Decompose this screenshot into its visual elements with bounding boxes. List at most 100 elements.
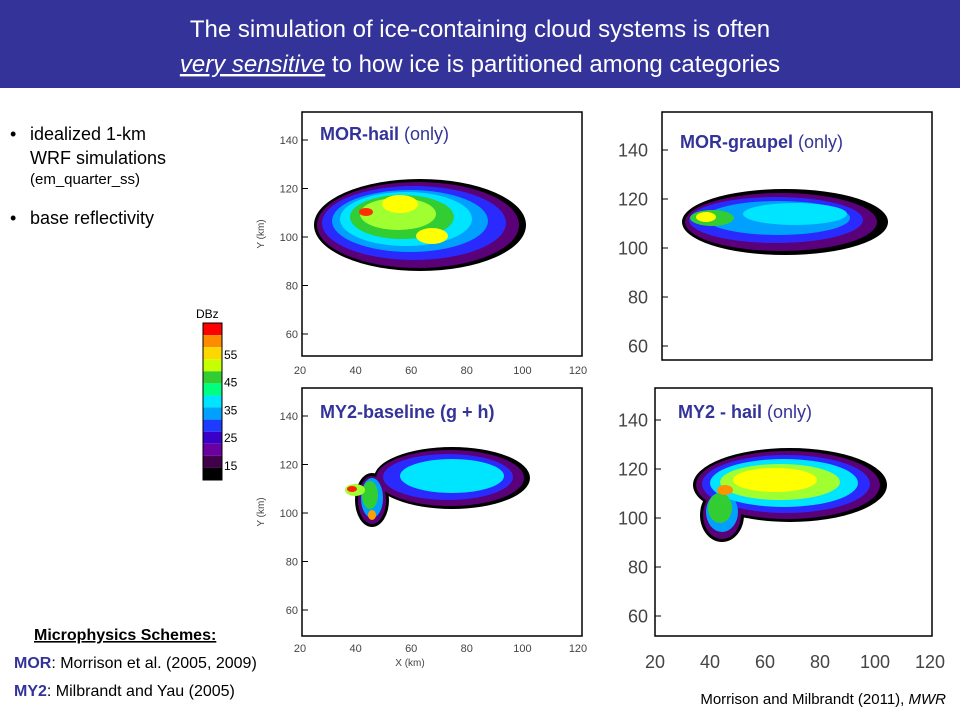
panel-title: MY2 - hail (only) [678,402,812,422]
citation: Morrison and Milbrandt (2011), MWR [700,691,946,708]
x-tick-label: 120 [915,652,945,672]
colorbar-swatch [203,467,222,480]
x-tick-label: 20 [645,652,665,672]
y-tick-label: 100 [280,232,298,244]
title-line: very sensitive to how ice is partitioned… [180,51,780,78]
y-tick-label: 80 [628,557,648,577]
scheme-text: : Milbrandt and Yau (2005) [47,683,235,700]
citation-journal: MWR [909,691,947,708]
plot-panel: MOR-graupel (only) 140 120 100 80 60 [618,111,933,361]
colorbar-swatch [203,431,222,444]
colorbar-label: 25 [224,431,238,445]
scheme-abbr: MY2 [14,683,47,700]
plot-panel: MY2 - hail (only) 140 120 100 80 60 20 40 60 80 10… [618,387,945,672]
title-emphasis: very sensitive [180,51,325,78]
colorbar-swatch [203,395,222,408]
bullet-sub: (em_quarter_ss) [30,171,140,188]
y-tick-label: 140 [280,411,298,423]
x-tick-label: 20 [294,643,306,655]
colorbar-label: 45 [224,376,238,390]
x-tick-label: 40 [349,643,361,655]
y-tick-label: 80 [286,280,298,292]
plot-panel: MY2-baseline (g + h) 140 120 100 80 60 20 40 60 8… [256,387,587,669]
colorbar-swatch [203,347,222,360]
scheme-abbr: MOR [14,655,52,672]
bullet-dot: • [10,208,16,228]
x-tick-label: 120 [569,365,587,377]
x-tick-label: 40 [700,652,720,672]
x-tick-label: 80 [461,365,473,377]
reflectivity-contour [359,208,373,216]
plot-frame [301,387,583,637]
y-tick-label: 100 [618,238,648,258]
colorbar-frame [202,322,223,481]
x-axis-label: X (km) [395,658,424,669]
x-tick-label: 80 [810,652,830,672]
y-tick-label: 60 [286,329,298,341]
y-tick-label: 100 [618,508,648,528]
y-tick-label: 60 [286,605,298,617]
colorbar-label: 15 [224,459,238,473]
x-tick-label: 120 [569,643,587,655]
colorbar-swatch [203,371,222,384]
x-tick-label: 60 [405,643,417,655]
panel-title-bold: MOR-hail [320,124,399,144]
reflectivity-contour [400,459,504,493]
x-tick-label: 20 [294,365,306,377]
colorbar-label: 55 [224,348,238,362]
scheme-text: : Morrison et al. (2005, 2009) [51,655,256,672]
schemes-heading: Microphysics Schemes: [34,627,216,644]
header-bar [0,0,960,88]
panel-title: MOR-hail (only) [320,124,449,144]
panel-title: MY2-baseline (g + h) [320,402,495,422]
reflectivity-contour [696,212,716,222]
reflectivity-contour [743,203,847,225]
colorbar-swatch [203,407,222,420]
reflectivity-contour [368,510,376,520]
title-line: The simulation of ice-containing cloud s… [190,16,770,43]
bullet-text: base reflectivity [30,208,154,228]
x-tick-label: 100 [513,643,531,655]
x-tick-label: 40 [349,365,361,377]
panel-title-rest: (only) [793,132,843,152]
y-tick-label: 60 [628,336,648,356]
citation-text: Morrison and Milbrandt (2011), [700,691,908,708]
x-tick-label: 60 [755,652,775,672]
x-tick-label: 60 [405,365,417,377]
y-tick-label: 140 [618,410,648,430]
reflectivity-contour [733,468,817,492]
bullet-text: WRF simulations [30,148,166,168]
y-tick-label: 60 [628,606,648,626]
y-tick-label: 140 [618,140,648,160]
colorbar-swatch [203,323,222,336]
colorbar-swatch [203,359,222,372]
x-tick-label: 100 [860,652,890,672]
colorbar-swatch [203,383,222,396]
y-tick-label: 120 [280,183,298,195]
reflectivity-contour [347,486,357,492]
panel-title-rest: (only) [399,124,449,144]
panel-title-bold: MOR-graupel [680,132,793,152]
panel-title-bold: MY2 - hail [678,402,762,422]
y-tick-label: 120 [618,189,648,209]
reflectivity-contour [362,481,378,509]
y-axis-label: Y (km) [256,219,267,248]
y-tick-label: 100 [280,508,298,520]
y-tick-label: 80 [628,287,648,307]
reflectivity-contour [382,195,418,213]
panel-title-rest: (only) [762,402,812,422]
y-tick-label: 120 [618,459,648,479]
plot-panel: MOR-hail (only) 140 120 100 80 60 20 40 60 80 100 1… [256,111,587,377]
panel-title: MOR-graupel (only) [680,132,843,152]
y-tick-label: 140 [280,135,298,147]
title-rest: to how ice is partitioned among categori… [325,51,780,78]
scheme-line: MY2: Milbrandt and Yau (2005) [14,683,235,700]
x-tick-label: 100 [513,365,531,377]
x-tick-label: 80 [461,643,473,655]
reflectivity-contour [708,493,732,523]
colorbar-swatch [203,335,222,348]
bullet-text: idealized 1-km [30,124,146,144]
colorbar-swatch [203,419,222,432]
